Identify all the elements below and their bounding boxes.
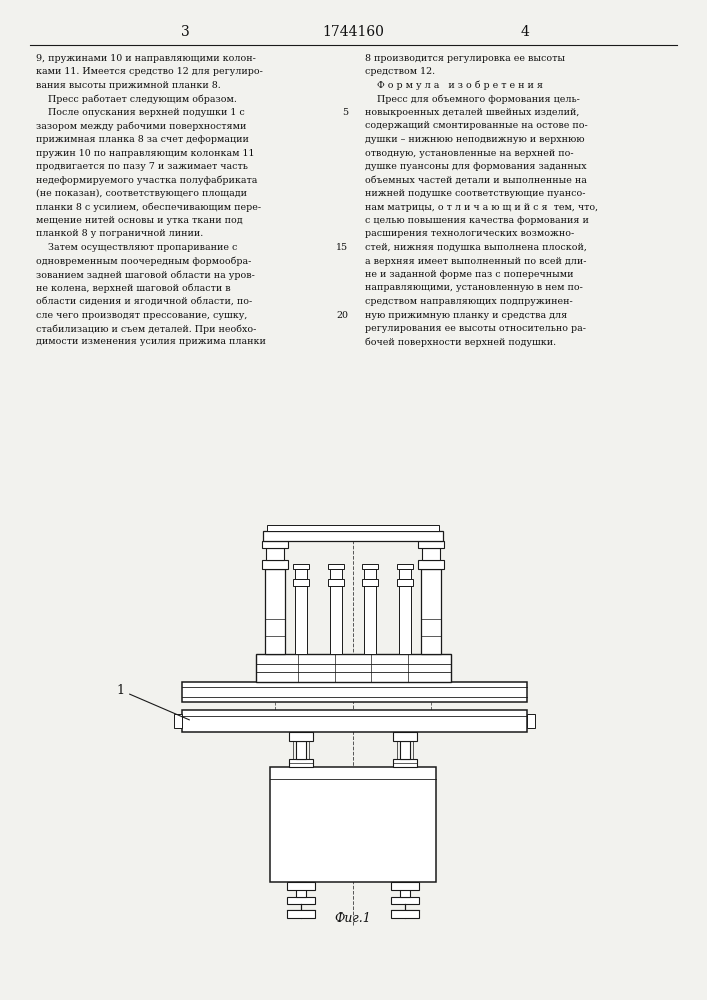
Bar bbox=[362, 564, 378, 569]
Bar bbox=[267, 525, 439, 531]
Bar bbox=[393, 732, 417, 741]
Text: отводную, установленные на верхней по-: отводную, установленные на верхней по- bbox=[365, 148, 573, 157]
Bar bbox=[174, 714, 182, 728]
Bar bbox=[262, 541, 288, 548]
Text: зованием задней шаговой области на уров-: зованием задней шаговой области на уров- bbox=[36, 270, 255, 279]
Text: с целью повышения качества формования и: с целью повышения качества формования и bbox=[365, 216, 589, 225]
Text: 9, пружинами 10 и направляющими колон-: 9, пружинами 10 и направляющими колон- bbox=[36, 54, 256, 63]
Text: направляющими, установленную в нем по-: направляющими, установленную в нем по- bbox=[365, 284, 583, 292]
Bar bbox=[295, 586, 307, 654]
Bar bbox=[397, 579, 413, 586]
Bar bbox=[330, 569, 342, 579]
Text: а верхняя имеет выполненный по всей дли-: а верхняя имеет выполненный по всей дли- bbox=[365, 256, 587, 265]
Text: не колена, верхней шаговой области в: не колена, верхней шаговой области в bbox=[36, 284, 230, 293]
Text: области сидения и ягодичной области, по-: области сидения и ягодичной области, по- bbox=[36, 297, 252, 306]
Bar bbox=[422, 548, 440, 560]
Text: не и заданной форме паз с поперечными: не и заданной форме паз с поперечными bbox=[365, 270, 573, 279]
Text: объемных частей детали и выполненные на: объемных частей детали и выполненные на bbox=[365, 176, 587, 184]
Text: ную прижимную планку и средства для: ную прижимную планку и средства для bbox=[365, 310, 567, 320]
Bar bbox=[287, 897, 315, 904]
Text: стей, нижняя подушка выполнена плоской,: стей, нижняя подушка выполнена плоской, bbox=[365, 243, 587, 252]
Text: Ф о р м у л а   и з о б р е т е н и я: Ф о р м у л а и з о б р е т е н и я bbox=[365, 81, 543, 91]
Bar bbox=[391, 910, 419, 918]
Bar bbox=[266, 548, 284, 560]
Bar bbox=[328, 579, 344, 586]
Text: 20: 20 bbox=[336, 310, 348, 320]
Text: димости изменения усилия прижима планки: димости изменения усилия прижима планки bbox=[36, 338, 266, 347]
Bar bbox=[293, 564, 309, 569]
Text: Фиг.1: Фиг.1 bbox=[334, 912, 371, 924]
Text: душке пуансоны для формования заданных: душке пуансоны для формования заданных bbox=[365, 162, 587, 171]
Bar bbox=[330, 586, 342, 654]
Text: средством направляющих подпружинен-: средством направляющих подпружинен- bbox=[365, 297, 573, 306]
Bar bbox=[399, 586, 411, 654]
Text: Пресс для объемного формования цель-: Пресс для объемного формования цель- bbox=[365, 95, 580, 104]
Bar bbox=[289, 759, 313, 767]
Bar bbox=[263, 531, 443, 541]
Bar bbox=[256, 654, 451, 682]
Text: Затем осуществляют пропаривание с: Затем осуществляют пропаривание с bbox=[36, 243, 238, 252]
Text: (не показан), соответствующего площади: (не показан), соответствующего площади bbox=[36, 189, 247, 198]
Text: 15: 15 bbox=[336, 243, 348, 252]
Bar bbox=[418, 541, 444, 548]
Text: ками 11. Имеется средство 12 для регулиро-: ками 11. Имеется средство 12 для регулир… bbox=[36, 68, 263, 77]
Bar bbox=[527, 714, 535, 728]
Text: Пресс работает следующим образом.: Пресс работает следующим образом. bbox=[36, 95, 237, 104]
Bar bbox=[391, 882, 419, 890]
Bar bbox=[391, 897, 419, 904]
Text: После опускания верхней подушки 1 с: После опускания верхней подушки 1 с bbox=[36, 108, 245, 117]
Text: новыкроенных деталей швейных изделий,: новыкроенных деталей швейных изделий, bbox=[365, 108, 579, 117]
Bar bbox=[287, 910, 315, 918]
Text: нам матрицы, о т л и ч а ю щ и й с я  тем, что,: нам матрицы, о т л и ч а ю щ и й с я тем… bbox=[365, 202, 598, 212]
Text: нижней подушке соответствующие пуансо-: нижней подушке соответствующие пуансо- bbox=[365, 189, 585, 198]
Bar bbox=[328, 564, 344, 569]
Bar bbox=[296, 882, 306, 897]
Bar bbox=[295, 569, 307, 579]
Bar bbox=[262, 560, 288, 569]
Bar bbox=[393, 759, 417, 767]
Text: содержащий смонтированные на остове по-: содержащий смонтированные на остове по- bbox=[365, 121, 588, 130]
Text: пружин 10 по направляющим колонкам 11: пружин 10 по направляющим колонкам 11 bbox=[36, 148, 255, 157]
Text: недеформируемого участка полуфабриката: недеформируемого участка полуфабриката bbox=[36, 176, 257, 185]
Bar bbox=[400, 882, 410, 897]
Bar bbox=[287, 882, 315, 890]
Bar bbox=[289, 732, 313, 741]
Bar bbox=[418, 560, 444, 569]
Bar bbox=[397, 564, 413, 569]
Bar bbox=[421, 569, 441, 654]
Bar bbox=[182, 682, 527, 702]
Text: сле чего производят прессование, сушку,: сле чего производят прессование, сушку, bbox=[36, 310, 247, 320]
Text: регулирования ее высоты относительно ра-: регулирования ее высоты относительно ра- bbox=[365, 324, 586, 333]
Text: средством 12.: средством 12. bbox=[365, 68, 435, 77]
Text: прижимная планка 8 за счет деформации: прижимная планка 8 за счет деформации bbox=[36, 135, 249, 144]
Text: мещение нитей основы и утка ткани под: мещение нитей основы и утка ткани под bbox=[36, 216, 243, 225]
Bar bbox=[182, 710, 527, 732]
Bar bbox=[362, 579, 378, 586]
Bar bbox=[364, 586, 376, 654]
Bar bbox=[293, 579, 309, 586]
Bar bbox=[400, 741, 410, 759]
Bar bbox=[399, 569, 411, 579]
Bar bbox=[270, 767, 436, 882]
Text: продвигается по пазу 7 и зажимает часть: продвигается по пазу 7 и зажимает часть bbox=[36, 162, 248, 171]
Text: расширения технологических возможно-: расширения технологических возможно- bbox=[365, 230, 574, 238]
Text: планкой 8 у пограничной линии.: планкой 8 у пограничной линии. bbox=[36, 230, 203, 238]
Text: 3: 3 bbox=[180, 25, 189, 39]
Text: 4: 4 bbox=[520, 25, 530, 39]
Text: 1: 1 bbox=[116, 684, 124, 696]
Text: бочей поверхности верхней подушки.: бочей поверхности верхней подушки. bbox=[365, 338, 556, 347]
Text: зазором между рабочими поверхностями: зазором между рабочими поверхностями bbox=[36, 121, 246, 131]
Bar bbox=[265, 569, 285, 654]
Text: 1744160: 1744160 bbox=[322, 25, 384, 39]
Text: одновременным поочередным формообра-: одновременным поочередным формообра- bbox=[36, 256, 252, 266]
Text: душки – нижнюю неподвижную и верхнюю: душки – нижнюю неподвижную и верхнюю bbox=[365, 135, 585, 144]
Bar bbox=[364, 569, 376, 579]
Text: вания высоты прижимной планки 8.: вания высоты прижимной планки 8. bbox=[36, 81, 221, 90]
Text: планки 8 с усилием, обеспечивающим пере-: планки 8 с усилием, обеспечивающим пере- bbox=[36, 202, 261, 212]
Text: стабилизацию и съем деталей. При необхо-: стабилизацию и съем деталей. При необхо- bbox=[36, 324, 257, 334]
Text: 5: 5 bbox=[342, 108, 348, 117]
Bar bbox=[296, 741, 306, 759]
Text: 8 производится регулировка ее высоты: 8 производится регулировка ее высоты bbox=[365, 54, 565, 63]
